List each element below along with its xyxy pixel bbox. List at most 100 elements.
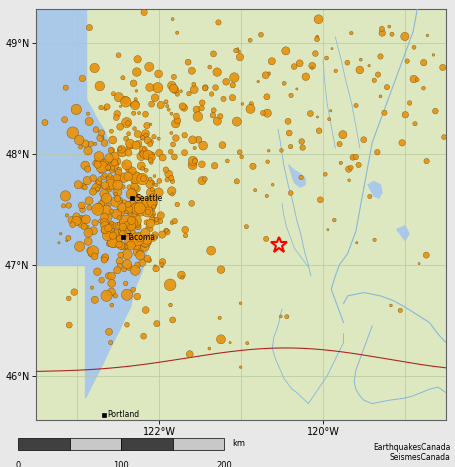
- Point: [92, 184, 100, 191]
- Point: [198, 177, 206, 184]
- Polygon shape: [288, 165, 305, 187]
- Point: [144, 137, 152, 144]
- Point: [145, 202, 152, 210]
- Point: [133, 177, 140, 184]
- Point: [217, 266, 225, 273]
- Point: [118, 216, 126, 224]
- Point: [170, 85, 177, 92]
- Point: [410, 43, 418, 51]
- Point: [130, 79, 137, 87]
- Point: [143, 122, 151, 129]
- Point: [124, 120, 131, 127]
- Point: [148, 179, 156, 186]
- Point: [284, 118, 292, 125]
- Point: [211, 162, 218, 170]
- Point: [217, 113, 224, 120]
- Point: [401, 33, 409, 40]
- Point: [133, 68, 141, 76]
- Point: [97, 134, 104, 142]
- Point: [179, 103, 186, 110]
- Point: [86, 204, 93, 212]
- Point: [169, 15, 176, 23]
- Point: [157, 211, 164, 219]
- Point: [199, 142, 207, 149]
- Point: [119, 204, 126, 211]
- Point: [90, 174, 97, 182]
- Point: [345, 165, 352, 173]
- Point: [193, 106, 200, 113]
- Point: [423, 251, 430, 259]
- Point: [106, 154, 113, 162]
- Point: [139, 204, 147, 212]
- Point: [406, 99, 413, 107]
- Point: [155, 189, 162, 196]
- Point: [126, 166, 134, 174]
- Point: [206, 345, 213, 352]
- Point: [81, 223, 88, 230]
- Point: [191, 157, 198, 165]
- Point: [132, 96, 139, 103]
- Point: [278, 147, 285, 154]
- Point: [96, 82, 103, 90]
- Point: [151, 172, 158, 180]
- Point: [129, 167, 136, 175]
- Point: [198, 161, 206, 168]
- Point: [82, 140, 89, 148]
- Point: [126, 205, 133, 213]
- Point: [148, 186, 156, 193]
- Point: [132, 142, 140, 149]
- Point: [189, 162, 196, 169]
- Point: [168, 219, 176, 226]
- Point: [69, 129, 76, 136]
- Point: [123, 161, 131, 169]
- Point: [129, 179, 136, 186]
- Point: [119, 230, 126, 237]
- Point: [237, 363, 244, 371]
- Point: [198, 105, 205, 112]
- Point: [101, 182, 109, 189]
- Point: [123, 243, 130, 250]
- Point: [101, 219, 108, 226]
- Point: [233, 118, 241, 125]
- Point: [85, 238, 92, 245]
- Point: [123, 261, 131, 268]
- Point: [142, 229, 149, 237]
- Text: EarthquakesCanada
SeismesCanada: EarthquakesCanada SeismesCanada: [373, 443, 450, 462]
- Point: [356, 66, 364, 74]
- Point: [131, 125, 138, 132]
- Point: [118, 146, 125, 153]
- Point: [136, 109, 143, 117]
- Point: [185, 90, 192, 97]
- Point: [179, 274, 186, 281]
- Point: [108, 288, 115, 296]
- Point: [138, 149, 145, 157]
- Point: [101, 255, 108, 262]
- Point: [378, 25, 385, 33]
- Point: [379, 29, 386, 37]
- Point: [102, 158, 110, 165]
- Point: [174, 201, 181, 208]
- Text: 0: 0: [15, 461, 21, 467]
- Point: [360, 136, 368, 143]
- Point: [349, 154, 356, 161]
- Point: [126, 209, 134, 216]
- Point: [149, 151, 156, 158]
- Point: [347, 164, 354, 171]
- Point: [159, 258, 166, 266]
- Point: [123, 208, 130, 216]
- Point: [134, 261, 141, 269]
- Point: [383, 84, 390, 91]
- Point: [60, 202, 67, 210]
- Point: [207, 247, 215, 255]
- Point: [75, 181, 82, 188]
- Point: [288, 92, 295, 99]
- Point: [263, 235, 270, 243]
- Point: [154, 84, 162, 92]
- Point: [155, 70, 162, 78]
- Point: [121, 174, 128, 181]
- Point: [105, 272, 112, 280]
- Point: [189, 157, 197, 164]
- Point: [140, 146, 147, 154]
- Point: [147, 176, 154, 183]
- Point: [132, 100, 139, 108]
